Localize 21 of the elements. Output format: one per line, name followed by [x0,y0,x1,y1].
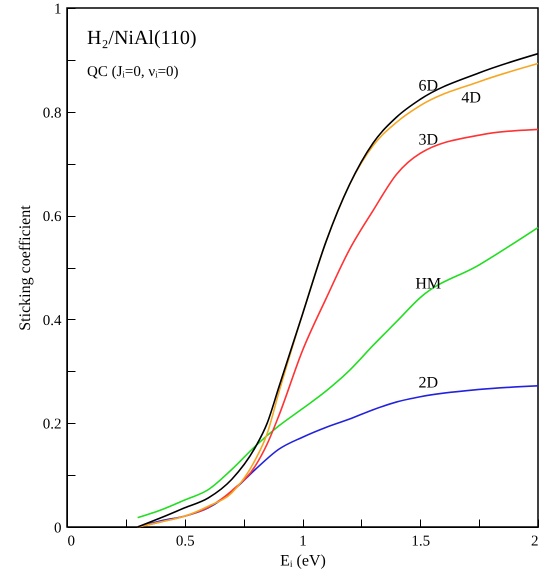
series-label: 4D [461,90,481,107]
text: H₂/NiAl(110) [87,27,197,49]
x-axis-title: Eᵢ (eV) [280,552,326,570]
series-label: HM [415,276,442,293]
series-label: 6D [418,77,438,94]
y-tick-label: 0.8 [42,105,62,122]
y-tick-label: 0.4 [42,312,62,329]
x-tick-label: 1.5 [411,534,430,550]
x-tick-label: 0 [68,534,75,550]
x-tick-label: 1 [299,534,307,550]
x-tick-label: 0.5 [176,534,195,550]
x-tick-label: 2 [531,534,538,550]
y-tick-label: 0 [54,520,62,536]
y-tick-label: 0.2 [42,416,62,433]
series-label: 2D [418,374,438,392]
line-series [136,226,539,518]
y-tick-label: 0.6 [42,209,62,226]
series-label: 3D [418,131,438,148]
text: QC (Jᵢ=0, νᵢ=0) [87,64,179,80]
y-axis-title: Sticking coefficient [16,204,34,331]
y-tick-label: 1 [54,2,62,18]
